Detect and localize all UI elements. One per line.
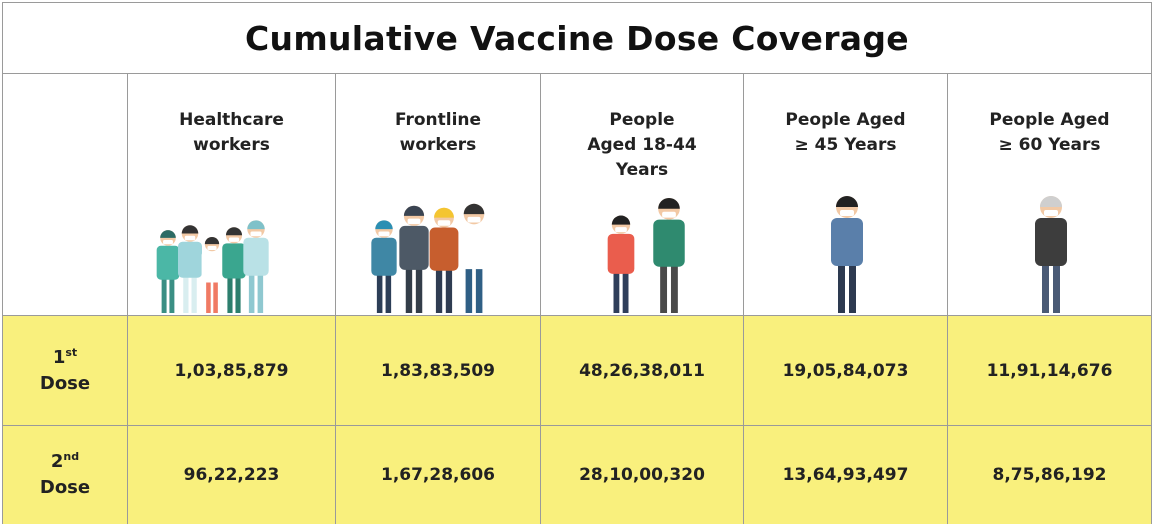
ordinal-suffix: nd — [63, 450, 80, 463]
illustration — [156, 220, 269, 313]
title: Cumulative Vaccine Dose Coverage — [3, 3, 1151, 74]
column-header: People Aged ≥ 45 Years — [744, 74, 948, 316]
row-label-word: Dose — [39, 477, 91, 498]
dose-count: 1,03,85,879 — [128, 316, 336, 426]
ordinal-number: 1 — [52, 346, 66, 368]
dose-count: 1,83,83,509 — [336, 316, 541, 426]
row-label-ordinal: 1st — [53, 345, 77, 371]
person-figure — [459, 203, 489, 313]
row-label: 2nd Dose — [3, 426, 128, 524]
person-figure — [156, 230, 180, 313]
person-figure — [607, 215, 635, 313]
illustration — [371, 203, 489, 313]
header-line: People Aged — [989, 110, 1110, 130]
header-line: People — [609, 110, 675, 130]
person-figure — [429, 207, 459, 313]
row-label: 1st Dose — [3, 316, 128, 426]
header-line: Frontline — [394, 110, 482, 130]
header-line: Healthcare — [179, 110, 284, 130]
column-header: People Aged 18-44 Years — [541, 74, 744, 316]
coverage-table: Healthcare workers Frontline workers People A… — [3, 74, 1151, 524]
dose-count: 48,26,38,011 — [541, 316, 744, 426]
illustration — [831, 196, 863, 313]
dose-count: 11,91,14,676 — [948, 316, 1151, 426]
header-line: Aged 18-44 — [587, 135, 697, 155]
illustration — [1035, 196, 1067, 313]
header-line: ≥ 60 Years — [998, 135, 1101, 155]
header-line: ≥ 45 Years — [794, 135, 897, 155]
ordinal-number: 2 — [50, 451, 64, 472]
row-label-ordinal: 2nd — [51, 449, 79, 475]
person-figure — [371, 220, 397, 313]
column-header: Frontline workers — [336, 74, 541, 316]
header-text: People Aged ≥ 60 Years — [989, 108, 1109, 158]
header-line: workers — [399, 135, 477, 155]
illustration — [607, 197, 685, 313]
person-figure — [653, 197, 685, 313]
person-figure — [178, 225, 202, 313]
header-line: workers — [193, 135, 270, 155]
header-text: People Aged ≥ 45 Years — [785, 108, 905, 158]
column-header: People Aged ≥ 60 Years — [948, 74, 1151, 316]
person-figure — [1035, 196, 1067, 313]
dose-count: 13,64,93,497 — [744, 426, 948, 524]
person-figure — [243, 220, 269, 313]
row-label-word: Dose — [39, 372, 91, 394]
dose-count: 28,10,00,320 — [541, 426, 744, 524]
column-header: Healthcare workers — [128, 74, 336, 316]
dose-count: 8,75,86,192 — [948, 426, 1151, 524]
person-figure — [222, 227, 246, 313]
person-figure — [201, 236, 223, 313]
person-figure — [831, 196, 863, 313]
dose-count: 96,22,223 — [128, 426, 336, 524]
header-line: Years — [615, 160, 669, 180]
dose-count: 1,67,28,606 — [336, 426, 541, 524]
ordinal-suffix: st — [65, 345, 78, 359]
person-figure — [399, 205, 429, 313]
corner-cell — [3, 74, 128, 316]
header-text: Frontline workers — [395, 108, 481, 158]
header-text: People Aged 18-44 Years — [587, 108, 696, 183]
header-text: Healthcare workers — [179, 108, 284, 158]
header-line: People Aged — [785, 110, 906, 130]
dose-count: 19,05,84,073 — [744, 316, 948, 426]
